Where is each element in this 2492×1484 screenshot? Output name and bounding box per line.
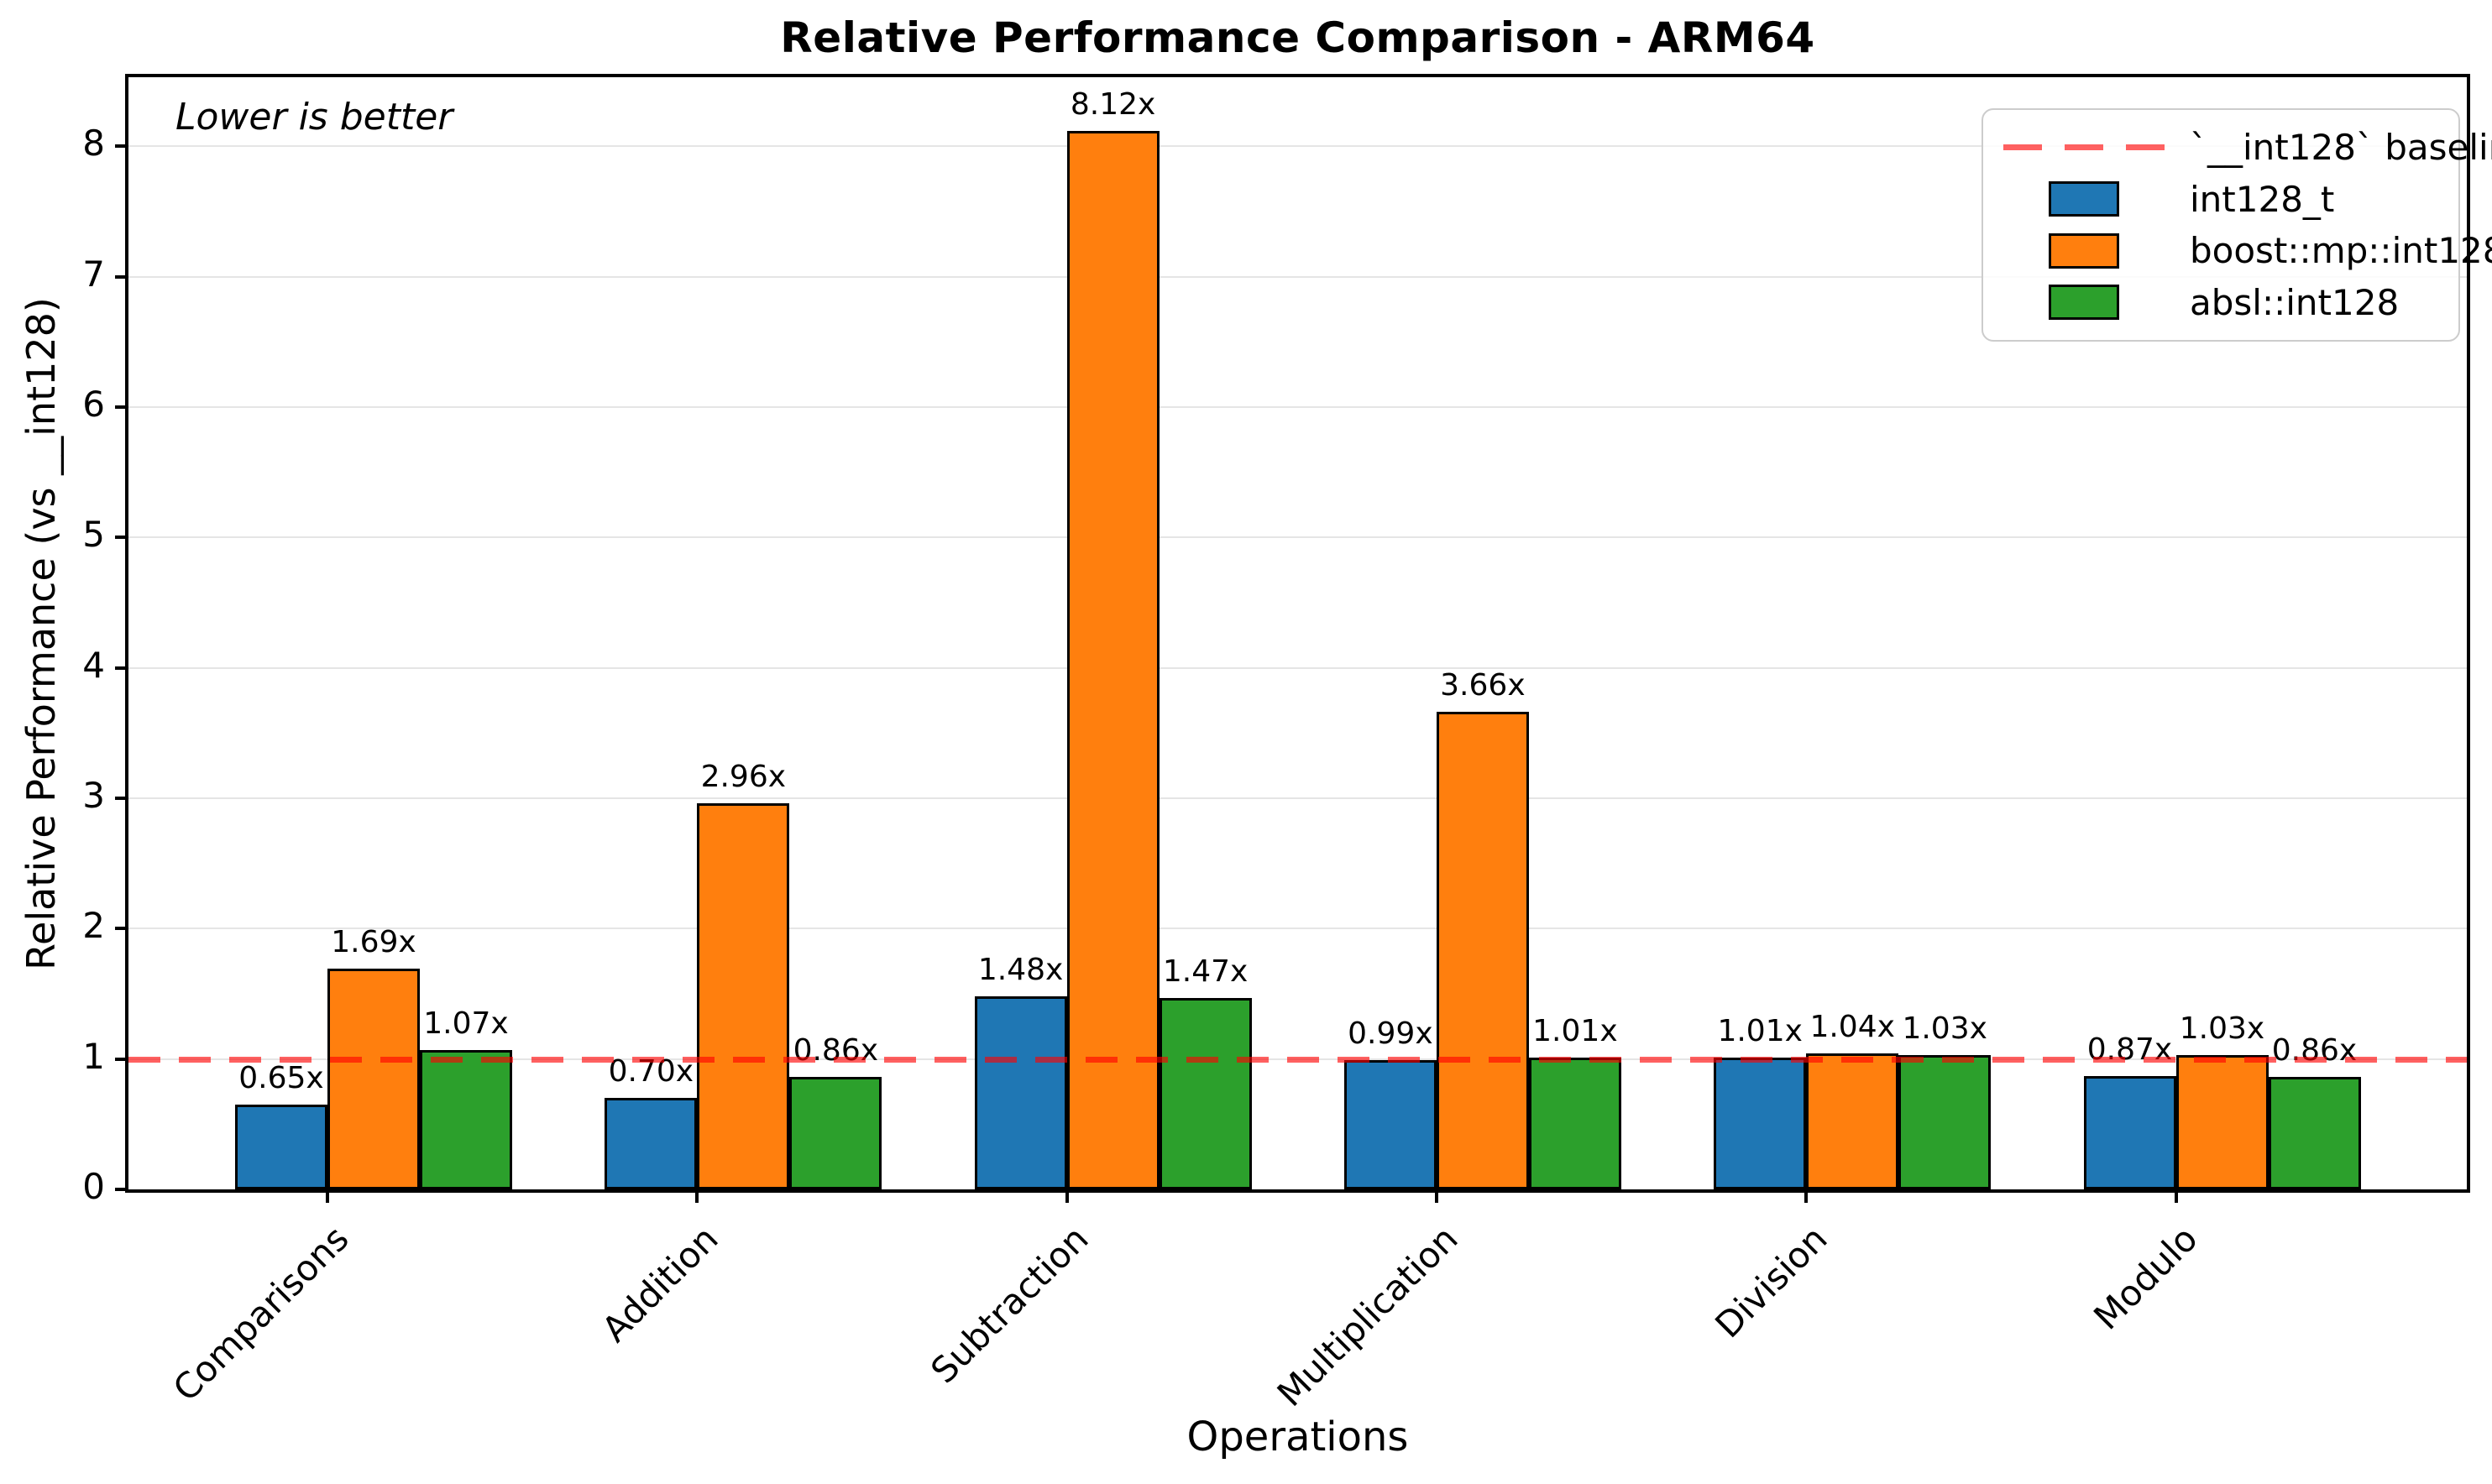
bar-value-label-boost-mp-int128-t-modulo: 1.03x [2179, 1011, 2265, 1046]
x-tick-label-multiplication: Multiplication [1269, 1218, 1466, 1415]
bar-int128-t-modulo [2083, 1075, 2176, 1189]
y-tick-label-5: 5 [82, 514, 105, 556]
gridline-y-4 [128, 666, 2467, 669]
bar-value-label-int128-t-comparisons: 0.65x [238, 1061, 324, 1096]
legend-swatch-absl [2049, 285, 2119, 321]
y-tick-label-2: 2 [82, 905, 105, 947]
lower-is-better-annotation: Lower is better [175, 96, 453, 138]
y-tick-label-7: 7 [82, 253, 105, 295]
y-tick-label-3: 3 [82, 774, 105, 816]
x-tick-label-subtraction: Subtraction [922, 1218, 1097, 1392]
bar-value-label-absl-int128-modulo: 0.86x [2271, 1033, 2358, 1069]
bar-value-label-boost-mp-int128-t-division: 1.04x [1809, 1010, 1895, 1045]
x-tick-label-addition: Addition [594, 1218, 726, 1351]
bar-value-label-int128-t-multiplication: 0.99x [1348, 1016, 1433, 1052]
bar-int128-t-subtraction [974, 996, 1067, 1189]
legend-label-boost: boost::mp::int128_t [2190, 230, 2492, 272]
legend-swatch-zone [2003, 181, 2165, 217]
legend-swatch-zone [2003, 285, 2165, 321]
bar-boost-mp-int128-t-comparisons [327, 969, 420, 1189]
bar-absl-int128-multiplication [1528, 1058, 1621, 1189]
bar-absl-int128-division [1898, 1055, 1992, 1189]
bar-value-label-absl-int128-subtraction: 1.47x [1162, 954, 1249, 989]
chart-title: Relative Performance Comparison - ARM64 [780, 13, 1815, 62]
bar-value-label-boost-mp-int128-t-addition: 2.96x [700, 760, 787, 795]
bar-value-label-boost-mp-int128-t-multiplication: 3.66x [1440, 668, 1526, 703]
legend-row-absl: absl::int128 [2003, 282, 2438, 323]
bar-boost-mp-int128-t-multiplication [1436, 712, 1529, 1189]
y-tick-6 [115, 405, 128, 409]
legend-row-int128_t: int128_t [2003, 179, 2438, 220]
x-tick-addition [695, 1189, 699, 1203]
bar-boost-mp-int128-t-addition [697, 803, 790, 1189]
bar-value-label-absl-int128-addition: 0.86x [793, 1033, 879, 1069]
gridline-y-7 [128, 275, 2467, 278]
bar-value-label-absl-int128-multiplication: 1.01x [1532, 1014, 1618, 1049]
y-tick-label-8: 8 [82, 123, 105, 165]
baseline-dash-icon [2003, 144, 2165, 151]
bar-absl-int128-subtraction [1159, 997, 1252, 1189]
gridline-y-8 [128, 145, 2467, 148]
x-tick-division [1804, 1189, 1809, 1203]
bar-absl-int128-modulo [2268, 1077, 2361, 1189]
bar-value-label-boost-mp-int128-t-comparisons: 1.69x [331, 925, 416, 960]
y-tick-label-1: 1 [82, 1035, 105, 1077]
legend-label-int128_t: int128_t [2190, 178, 2335, 220]
y-tick-label-6: 6 [82, 383, 105, 425]
y-axis-label-box: Relative Performance (vs __int128) [5, 77, 77, 1189]
legend-baseline-sample-zone [2003, 144, 2165, 151]
bar-boost-mp-int128-t-modulo [2175, 1055, 2269, 1189]
y-tick-label-4: 4 [82, 644, 105, 686]
gridline-y-2 [128, 928, 2467, 930]
legend-row-boost: boost::mp::int128_t [2003, 230, 2492, 271]
legend-row-baseline: `__int128` baseline [2003, 127, 2492, 168]
y-tick-3 [115, 796, 128, 800]
gridline-y-3 [128, 797, 2467, 799]
gridline-y-6 [128, 405, 2467, 408]
legend-swatch-zone [2003, 233, 2165, 269]
x-tick-comparisons [326, 1189, 329, 1203]
gridline-y-5 [128, 536, 2467, 539]
bar-value-label-int128-t-division: 1.01x [1717, 1014, 1803, 1049]
bar-value-label-int128-t-subtraction: 1.48x [977, 953, 1064, 988]
bar-value-label-absl-int128-division: 1.03x [1902, 1011, 1987, 1046]
legend-label-absl: absl::int128 [2190, 281, 2400, 323]
bar-int128-t-addition [605, 1098, 698, 1189]
x-tick-label-modulo: Modulo [2085, 1218, 2206, 1338]
bar-boost-mp-int128-t-division [1806, 1053, 1899, 1189]
bar-int128-t-division [1714, 1058, 1807, 1189]
legend-swatch-int128_t [2049, 181, 2119, 217]
x-tick-subtraction [1065, 1189, 1069, 1203]
bar-absl-int128-addition [789, 1077, 882, 1189]
x-tick-modulo [2174, 1189, 2178, 1203]
bar-int128-t-comparisons [235, 1105, 327, 1189]
legend: `__int128` baseline int128_t boost::mp::… [1982, 108, 2492, 342]
legend-swatch-boost [2049, 233, 2119, 269]
y-tick-5 [115, 536, 128, 540]
x-axis-label: Operations [1186, 1413, 1409, 1460]
x-tick-multiplication [1434, 1189, 1438, 1203]
y-tick-2 [115, 927, 128, 931]
y-tick-label-0: 0 [82, 1166, 105, 1207]
y-tick-7 [115, 274, 128, 279]
y-tick-8 [115, 144, 128, 149]
baseline-dashed-line [128, 1056, 2467, 1063]
bar-value-label-boost-mp-int128-t-subtraction: 8.12x [1070, 86, 1156, 122]
x-tick-label-division: Division [1707, 1218, 1835, 1346]
bar-int128-t-multiplication [1343, 1060, 1437, 1189]
y-tick-0 [115, 1188, 128, 1191]
x-tick-label-comparisons: Comparisons [165, 1218, 357, 1409]
bar-boost-mp-int128-t-subtraction [1066, 130, 1160, 1189]
y-tick-4 [115, 666, 128, 670]
legend-baseline-label: `__int128` baseline [2190, 127, 2492, 169]
bar-value-label-absl-int128-comparisons: 1.07x [423, 1006, 509, 1041]
y-tick-1 [115, 1057, 128, 1061]
bar-absl-int128-comparisons [420, 1049, 512, 1189]
